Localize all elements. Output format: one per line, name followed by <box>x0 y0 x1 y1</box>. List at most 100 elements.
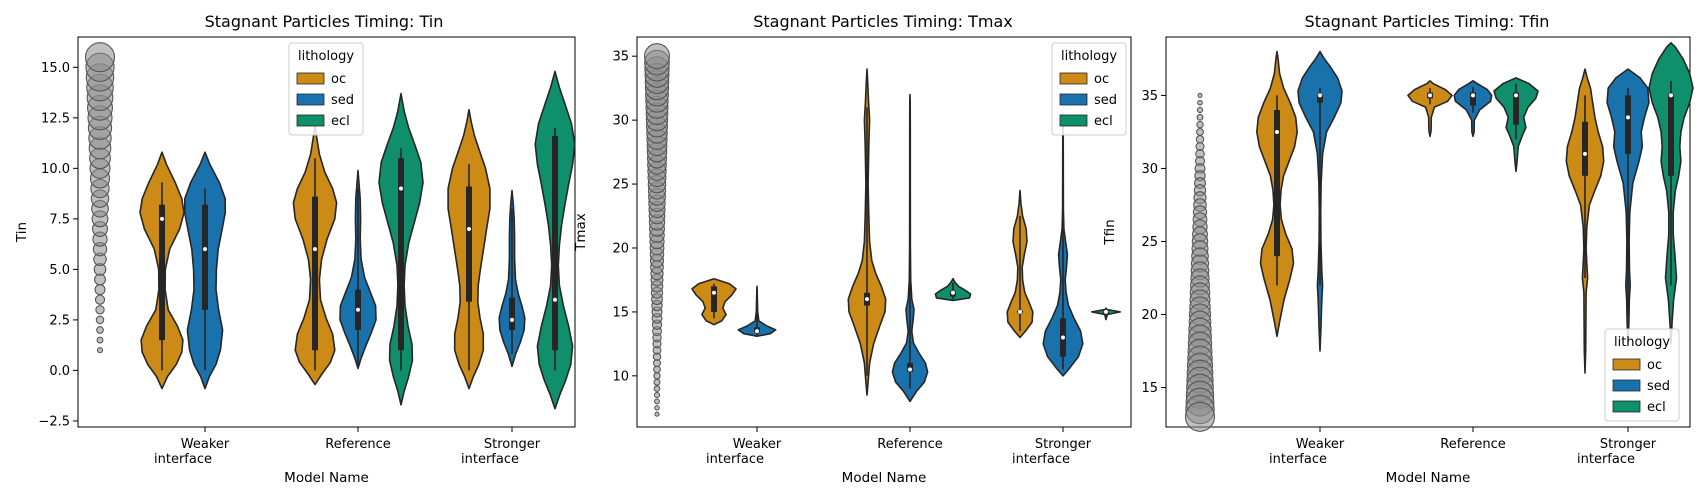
legend-box <box>1051 42 1127 136</box>
violin-box <box>398 158 404 351</box>
x-tick-label: Weaker <box>1296 437 1345 452</box>
violin-oc <box>447 108 491 390</box>
legend-label-oc: oc <box>1647 358 1662 373</box>
y-tick-label: 0.0 <box>49 364 70 379</box>
axes-frame <box>77 36 576 428</box>
violin-median <box>1470 92 1476 99</box>
bubble-point <box>1196 106 1204 114</box>
bubble-point <box>653 372 661 380</box>
violin-sed <box>339 169 377 370</box>
y-tick-label: 25 <box>612 178 629 193</box>
violin-ecl <box>534 70 576 410</box>
violin-box <box>1582 121 1588 176</box>
violin-median <box>355 307 361 313</box>
violin-ecl <box>1648 42 1694 345</box>
x-tick-label: Stronger <box>484 437 541 452</box>
bubble-point <box>1195 134 1205 144</box>
violin-median <box>754 328 760 334</box>
legend-box <box>288 42 364 136</box>
violin-box <box>552 136 558 351</box>
bubble-point <box>653 365 661 374</box>
x-axis-label: Model Name <box>1386 470 1471 486</box>
y-tick-label: 15 <box>1141 381 1158 396</box>
violin-box <box>711 286 717 312</box>
violin-median <box>466 226 472 232</box>
axes-frame <box>636 36 1132 428</box>
violin-oc <box>292 123 338 386</box>
violin-oc <box>847 68 887 396</box>
violin-oc <box>1006 189 1034 339</box>
violin-median <box>509 317 515 323</box>
legend-title: lithology <box>1061 49 1117 64</box>
violin-median <box>552 297 558 303</box>
legend-label-oc: oc <box>1094 72 1109 87</box>
legend-label-ecl: ecl <box>331 114 350 129</box>
bubble-point <box>95 315 105 325</box>
x-tick-label: interface <box>1577 452 1635 467</box>
legend-swatch-oc <box>1059 72 1088 85</box>
panel-title: Stagnant Particles Timing: Tfin <box>1305 12 1550 31</box>
bubble-point <box>643 43 671 70</box>
violin-sed <box>737 285 777 337</box>
bubble-point <box>654 411 660 417</box>
bubble-point <box>96 336 104 344</box>
bubble-point <box>1196 113 1204 121</box>
violin-box <box>159 204 165 341</box>
bubble-point <box>1196 120 1204 129</box>
violin-median <box>711 290 717 296</box>
legend-label-sed: sed <box>1094 93 1117 108</box>
violin-body <box>1407 80 1453 138</box>
violin-median <box>1060 334 1066 341</box>
x-tick-label: Reference <box>1440 437 1505 452</box>
violin-box <box>1668 95 1674 176</box>
bubble-point <box>94 294 106 305</box>
bubble-point <box>94 284 106 296</box>
y-tick-label: 35 <box>612 50 629 65</box>
legend-label-ecl: ecl <box>1647 400 1666 415</box>
violin-sed <box>1453 80 1493 138</box>
bubble-point <box>653 378 661 386</box>
x-axis-label: Model Name <box>284 470 369 486</box>
legend-label-oc: oc <box>331 72 346 87</box>
y-tick-label: 10 <box>612 369 629 384</box>
bubble-column <box>84 42 116 354</box>
bubble-point <box>1184 401 1216 432</box>
y-axis-label: Tin <box>14 222 30 243</box>
y-tick-label: 30 <box>612 114 629 129</box>
legend-title: lithology <box>298 49 354 64</box>
violin-oc <box>1407 80 1453 138</box>
violin-box <box>202 204 208 310</box>
bubble-point <box>1197 92 1203 98</box>
violin-sed <box>1042 112 1084 377</box>
violin-oc <box>139 151 185 390</box>
violin-median <box>1582 151 1588 157</box>
legend-swatch-ecl <box>1059 114 1088 127</box>
y-tick-label: 7.5 <box>49 212 70 227</box>
violin-box <box>1470 92 1476 106</box>
y-tick-label: 20 <box>612 241 629 256</box>
legend-swatch-ecl <box>1612 400 1641 413</box>
panel-title: Stagnant Particles Timing: Tmax <box>753 12 1013 31</box>
legend-label-sed: sed <box>1647 379 1670 394</box>
y-tick-label: 25 <box>1141 235 1158 250</box>
bubble-point <box>653 385 661 392</box>
bubble-point <box>96 326 104 334</box>
bubble-point <box>84 42 116 73</box>
x-tick-label: Reference <box>325 437 390 452</box>
x-tick-label: interface <box>461 452 519 467</box>
violin-median <box>398 185 404 192</box>
legend-swatch-oc <box>1612 358 1641 371</box>
x-tick-label: Weaker <box>181 437 230 452</box>
y-tick-label: 35 <box>1141 89 1158 104</box>
violin-median <box>864 296 870 302</box>
y-tick-label: 30 <box>1141 162 1158 177</box>
violin-median <box>950 290 956 296</box>
violin-ecl <box>1090 307 1122 321</box>
bubble-point <box>95 305 105 315</box>
violin-box <box>1317 95 1323 103</box>
violin-oc <box>691 277 737 326</box>
violin-median <box>907 366 913 373</box>
legend-swatch-oc <box>296 72 325 85</box>
violin-median <box>1513 92 1519 99</box>
